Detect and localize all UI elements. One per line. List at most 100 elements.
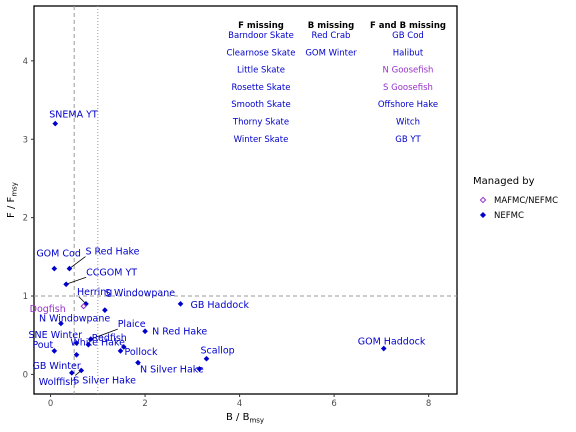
table-cell-halibut: Halibut [393,48,424,58]
y-tick-label-0: 0 [23,370,28,380]
table-col-bg-2 [367,35,449,160]
table-cell-gb-yt: GB YT [395,135,421,145]
reference-lines [34,6,457,394]
point-redfish [120,344,127,350]
label-gb-winter: GB Winter [33,361,81,372]
point-ccgom-yt [63,281,69,288]
x-axis-title: B / Bmsy [226,412,264,425]
label-pollock: Pollock [124,347,158,358]
table-cell-offshore-hake: Offshore Hake [378,100,438,110]
connector-plaice [90,328,118,340]
point-s-red-hake [66,265,73,272]
table-header-f-missing: F missing [238,21,284,31]
point-s-silver-hake [78,367,85,374]
label-gom-cod: GOM Cod [36,249,81,260]
label-n-silver-hake: N Silver Hake [140,365,204,376]
x-tick-label-0: 0 [48,399,53,409]
legend-key-nefmc [479,211,487,219]
point-unlabeled-22 [196,366,203,372]
data-points [51,120,387,376]
legend-key-mafmc-nefmc [479,196,487,204]
label-sne-winter: SNE Winter [29,330,83,341]
point-s-windowpane [102,307,108,313]
point-pollock [117,348,124,354]
x-tick-label-6: 6 [331,399,336,409]
point-gom-cod [51,265,58,272]
y-tick-label-4: 4 [23,57,28,67]
x-axis-title-sep: / [233,412,243,423]
table-cell-s-goosefish: S Goosefish [383,83,433,93]
label-plaice: Plaice [118,319,146,330]
x-axis: 0 2 4 6 8 [48,394,431,409]
connector-ccgom-yt [66,276,87,285]
point-dogfish [80,303,87,310]
table-header-f-and-b-missing: F and B missing [370,21,446,31]
point-labels: SNEMA YT GOM Cod S Red Hake CCGOM YT Herring… [29,110,426,388]
table-cell-rosette-skate: Rosette Skate [232,83,291,93]
y-axis-title-main: F [6,212,17,218]
point-gom-haddock [380,345,387,352]
y-axis-title-sub: msy [11,182,19,197]
table-cell-little-skate: Little Skate [237,66,285,76]
point-white-hake [85,341,92,348]
x-axis-title-sub: msy [249,417,264,425]
x-axis-title-denom: B [243,412,250,423]
label-white-hake: White Hake [70,338,125,349]
point-scallop [203,355,210,362]
table-cell-gb-cod: GB Cod [392,31,424,41]
label-s-windowpane: S Windowpane [105,288,175,299]
table-col-bg-0 [226,35,296,160]
label-gb-haddock: GB Haddock [191,300,250,311]
table-cell-clearnose-skate: Clearnose Skate [227,48,296,58]
point-n-silver-hake [135,359,141,366]
missing-stocks-table: F missing B missing F and B missing Barndoo… [226,21,449,160]
label-ccgom-yt: CCGOM YT [86,267,137,278]
table-col-bg-1 [302,35,361,73]
table-cell-gom-winter: GOM Winter [305,48,357,58]
label-wolffish: Wolffish [39,377,76,388]
point-pout [51,348,58,354]
table-cell-n-goosefish: N Goosefish [383,66,434,76]
point-gb-winter [73,351,80,358]
point-n-red-hake [142,328,148,335]
y-tick-label-1: 1 [23,292,28,302]
table-cell-smooth-skate: Smooth Skate [231,100,290,110]
point-snema-yt [52,120,59,127]
label-pout: Pout [32,340,53,351]
table-cell-red-crab: Red Crab [312,31,351,41]
x-tick-label-2: 2 [142,399,147,409]
point-plaice [87,336,94,342]
y-axis-title-sep: / [6,202,17,212]
legend: Managed by MAFMC/NEFMC NEFMC [473,176,558,221]
point-gb-haddock [177,301,184,307]
point-sne-winter [73,340,80,346]
label-s-red-hake: S Red Hake [85,247,139,258]
y-axis-title-denom: F [6,196,17,202]
point-n-windowpane [58,320,64,327]
legend-label-nefmc: NEFMC [494,211,524,221]
table-cell-winter-skate: Winter Skate [234,135,289,145]
connector-s-red-hake [69,256,86,269]
x-tick-label-8: 8 [426,399,431,409]
label-snema-yt: SNEMA YT [49,110,98,121]
label-n-red-hake: N Red Hake [152,326,207,337]
x-axis-title-main: B [226,412,233,423]
legend-title: Managed by [473,176,535,187]
label-s-silver-hake: S Silver Hake [73,375,136,386]
point-wolffish [68,370,75,376]
label-redfish: Redfish [92,333,127,344]
table-cell-witch: Witch [396,118,420,128]
label-n-windowpane: N Windowpane [39,313,110,324]
y-axis: 0 1 2 3 4 [23,57,34,380]
table-header-b-missing: B missing [308,21,354,31]
table-cell-barndoor-skate: Barndoor Skate [228,31,294,41]
x-tick-label-4: 4 [237,399,242,409]
label-scallop: Scallop [201,346,235,357]
y-axis-title: F / Fmsy [6,182,19,218]
label-dogfish: Dogfish [30,304,66,315]
legend-items: MAFMC/NEFMC NEFMC [479,196,558,221]
table-cell-thorny-skate: Thorny Skate [232,118,289,128]
y-tick-label-3: 3 [23,135,28,145]
y-tick-label-2: 2 [23,214,28,224]
